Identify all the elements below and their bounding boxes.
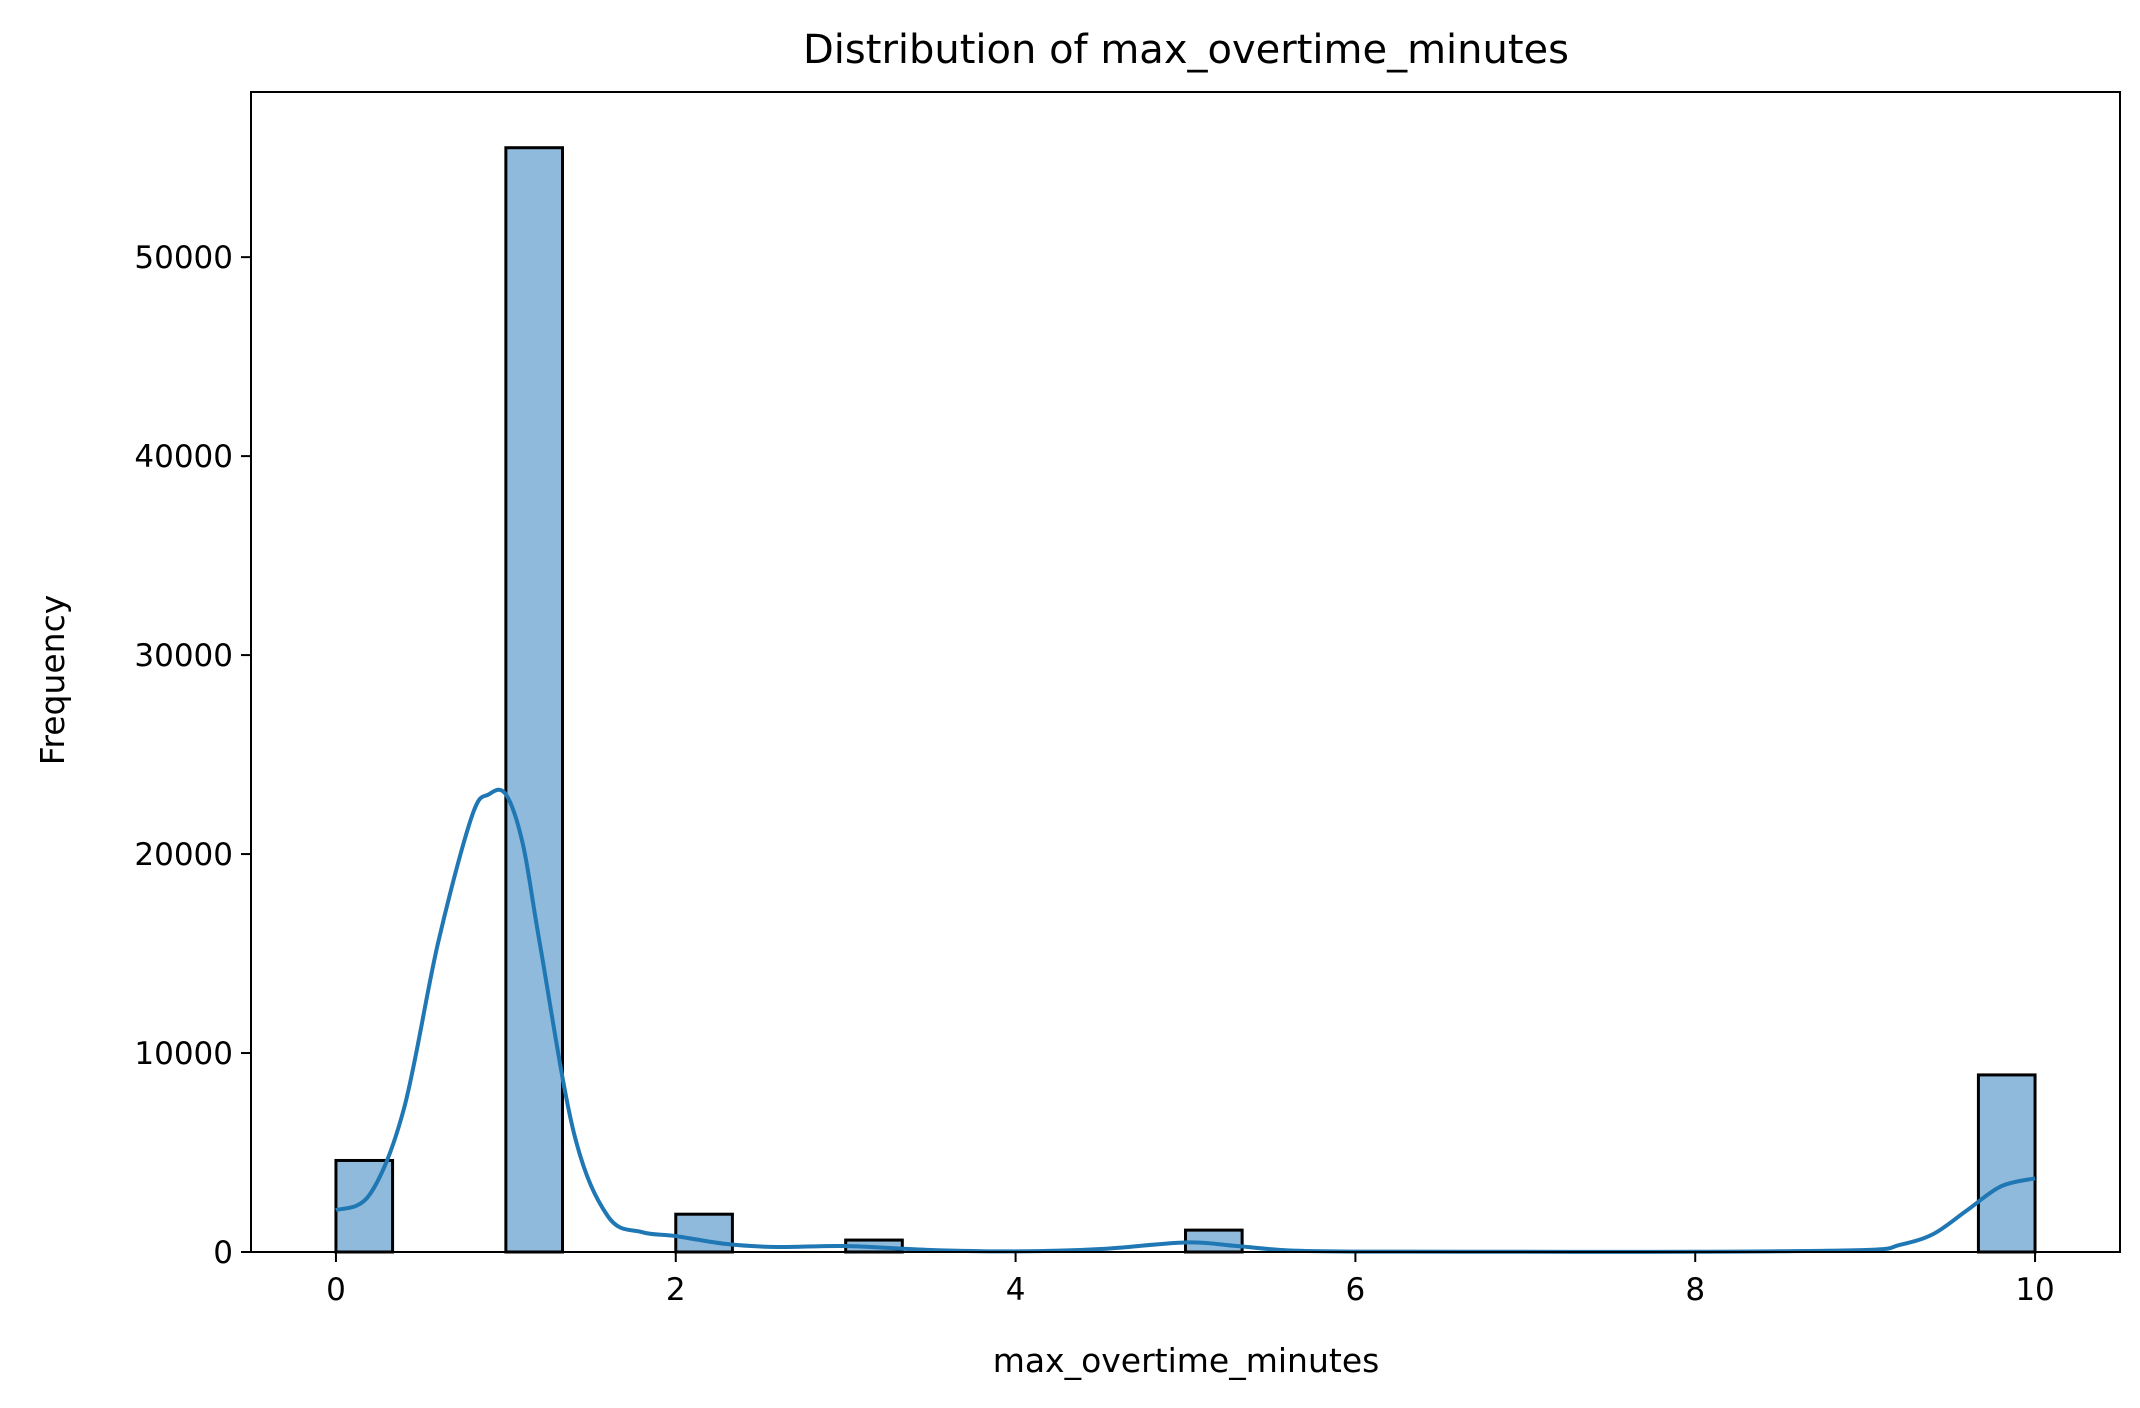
y-tick-label: 50000 [134, 240, 233, 276]
x-tick-label: 4 [1006, 1272, 1026, 1308]
kde-line [335, 787, 2036, 1254]
y-tick-label: 0 [213, 1235, 233, 1271]
histogram-bar-2 [674, 1212, 734, 1254]
y-tick-label: 30000 [134, 638, 233, 674]
histogram-bar-1 [504, 146, 564, 1254]
histogram-bar-5 [1976, 1073, 2037, 1254]
x-tick-label: 6 [1346, 1272, 1366, 1308]
x-tick-label: 0 [326, 1272, 346, 1308]
y-tick-label: 40000 [134, 439, 233, 475]
chart-title: Distribution of max_overtime_minutes [803, 27, 1569, 73]
bars-group [334, 146, 2037, 1254]
histogram-bar-0 [334, 1158, 395, 1254]
y-axis-ticks: 0 10000 20000 30000 40000 50000 [134, 240, 251, 1271]
y-tick-label: 20000 [134, 837, 233, 873]
axes-frame [250, 91, 2121, 1253]
x-axis-ticks: 0 2 4 6 8 10 [326, 1252, 2055, 1308]
x-tick-label: 2 [666, 1272, 686, 1308]
x-tick-label: 8 [1685, 1272, 1705, 1308]
x-axis-label: max_overtime_minutes [993, 1341, 1380, 1380]
y-axis-label: Frequency [33, 595, 72, 765]
y-tick-label: 10000 [134, 1036, 233, 1072]
x-tick-label: 10 [2015, 1272, 2054, 1308]
